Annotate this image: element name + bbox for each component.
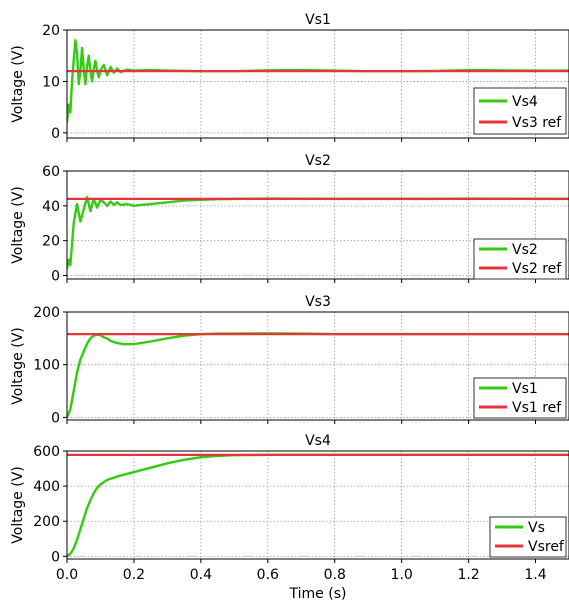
x-tick-label: 0.8 xyxy=(324,567,346,583)
y-tick-label: 60 xyxy=(42,164,60,180)
y-tick-label: 10 xyxy=(42,74,60,90)
y-tick-label: 40 xyxy=(42,199,60,215)
legend-entry: Vs4 xyxy=(512,94,538,110)
plot-frame xyxy=(66,311,569,421)
y-axis-label: Voltage (V) xyxy=(10,327,26,404)
y-tick-label: 20 xyxy=(42,234,60,250)
x-tick-label: 0.2 xyxy=(123,567,145,583)
x-tick-label: 0.4 xyxy=(190,567,212,583)
legend: Vs4 Vs3 ref xyxy=(473,87,567,135)
x-tick-label: 1.4 xyxy=(524,567,546,583)
subplot-title: Vs2 xyxy=(305,153,331,169)
legend: Vs1 Vs1 ref xyxy=(473,377,567,419)
x-tick-label: 0.6 xyxy=(257,567,279,583)
y-tick-label: 600 xyxy=(33,444,60,460)
y-tick-label: 0 xyxy=(51,410,60,426)
subplot-vs2: Vs2 Voltage (V) 0 20 40 60 Vs2 Vs2 ref xyxy=(10,153,569,285)
legend-entry: Vs xyxy=(528,520,545,536)
y-axis-label: Voltage (V) xyxy=(10,466,26,543)
y-tick-label: 400 xyxy=(33,479,60,495)
y-tick-label: 0 xyxy=(51,269,60,285)
plot-frame xyxy=(66,170,569,280)
legend-entry: Vs1 ref xyxy=(512,400,562,416)
legend: Vs Vsref xyxy=(489,516,567,558)
y-tick-label: 200 xyxy=(33,514,60,530)
legend-entry: Vs2 ref xyxy=(512,261,562,277)
plot-frame xyxy=(66,450,569,560)
x-axis-label: Time (s) xyxy=(289,586,347,602)
subplot-title: Vs1 xyxy=(305,12,331,28)
subplot-title: Vs4 xyxy=(305,433,331,449)
y-tick-label: 0 xyxy=(51,126,60,142)
legend-entry: Vs2 xyxy=(512,242,538,258)
x-tick-label: 1.0 xyxy=(391,567,413,583)
legend: Vs2 Vs2 ref xyxy=(473,238,567,280)
y-tick-label: 100 xyxy=(33,358,60,374)
legend-entry: Vsref xyxy=(528,539,565,555)
y-tick-label: 0 xyxy=(51,549,60,565)
y-axis-label: Voltage (V) xyxy=(10,186,26,263)
y-axis-label: Voltage (V) xyxy=(10,45,26,122)
y-tick-label: 200 xyxy=(33,305,60,321)
legend-entry: Vs1 xyxy=(512,381,538,397)
y-tick-label: 20 xyxy=(42,23,60,39)
subplot-title: Vs3 xyxy=(305,294,331,310)
subplot-vs3: Vs3 Voltage (V) 0 100 200 Vs1 Vs1 ref xyxy=(10,294,569,426)
subplot-vs1: Vs1 Voltage (V) 0 10 20 Vs4 Vs3 ref xyxy=(10,12,569,142)
x-tick-label: 1.2 xyxy=(457,567,479,583)
plot-frame xyxy=(66,29,569,139)
subplot-vs4: Vs4 Voltage (V) 0.0 0.2 0.4 0.6 0.8 1.0 1.2 1.4… xyxy=(10,433,569,583)
x-tick-label: 0.0 xyxy=(56,567,78,583)
legend-entry: Vs3 ref xyxy=(512,115,562,131)
